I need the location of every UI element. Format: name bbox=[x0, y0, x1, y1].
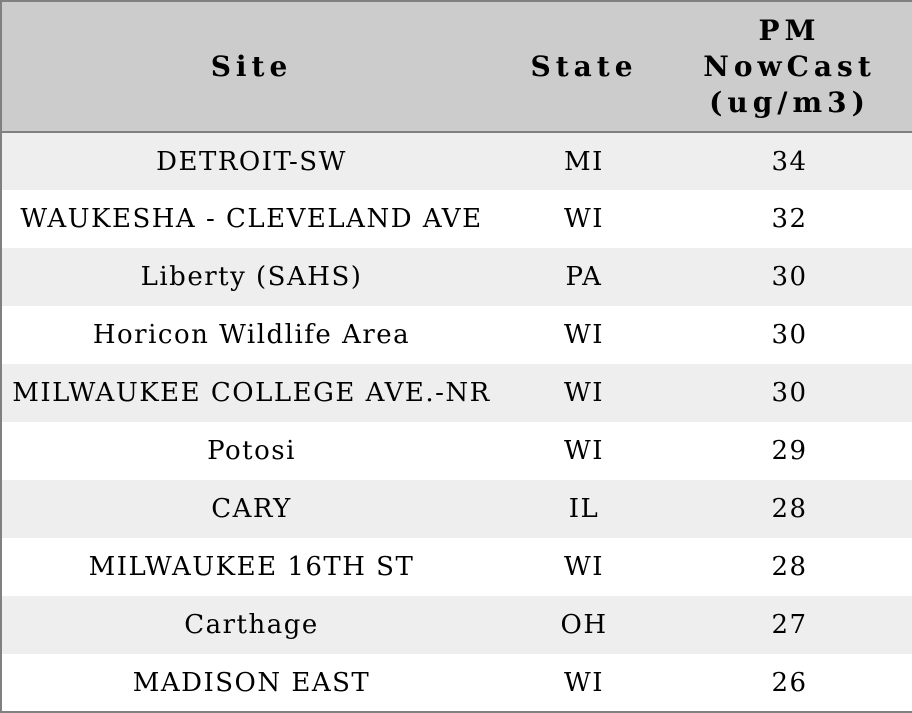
table-row: MADISON EAST WI 26 bbox=[1, 654, 912, 712]
table-row: DETROIT-SW MI 34 bbox=[1, 132, 912, 190]
table-header: Site State PM NowCast (ug/m3) bbox=[1, 1, 912, 133]
cell-pm-nowcast: 30 bbox=[771, 320, 808, 350]
header-row: Site State PM NowCast (ug/m3) bbox=[1, 1, 912, 133]
cell-state: WI bbox=[564, 320, 604, 350]
cell-pm-nowcast: 29 bbox=[771, 436, 808, 466]
cell-pm-nowcast: 30 bbox=[771, 262, 808, 292]
table-row: CARY IL 28 bbox=[1, 480, 912, 538]
cell-site: MILWAUKEE 16TH ST bbox=[88, 552, 415, 582]
table-row: MILWAUKEE COLLEGE AVE.-NR WI 30 bbox=[1, 364, 912, 422]
cell-site: Potosi bbox=[207, 436, 296, 466]
cell-site: WAUKESHA - CLEVELAND AVE bbox=[20, 204, 483, 234]
cell-pm-nowcast: 32 bbox=[771, 204, 808, 234]
column-header-site: Site bbox=[1, 1, 501, 133]
cell-site: Carthage bbox=[184, 610, 319, 640]
column-header-state: State bbox=[501, 1, 667, 133]
cell-state: WI bbox=[564, 667, 604, 698]
cell-state: OH bbox=[560, 610, 608, 640]
table-row: Potosi WI 29 bbox=[1, 422, 912, 480]
cell-pm-nowcast: 28 bbox=[771, 494, 808, 524]
cell-site: MILWAUKEE COLLEGE AVE.-NR bbox=[12, 378, 491, 408]
cell-state: MI bbox=[564, 146, 604, 177]
cell-state: WI bbox=[564, 378, 604, 408]
table-row: WAUKESHA - CLEVELAND AVE WI 32 bbox=[1, 190, 912, 248]
cell-pm-nowcast: 26 bbox=[771, 667, 808, 698]
table-body: DETROIT-SW MI 34 WAUKESHA - CLEVELAND AVE WI… bbox=[1, 132, 912, 712]
cell-pm-nowcast: 30 bbox=[771, 378, 808, 408]
cell-state: IL bbox=[568, 494, 600, 524]
cell-pm-nowcast: 34 bbox=[771, 146, 808, 177]
table-row: MILWAUKEE 16TH ST WI 28 bbox=[1, 538, 912, 596]
cell-site: Liberty (SAHS) bbox=[140, 262, 363, 292]
cell-site: CARY bbox=[211, 494, 292, 524]
cell-state: WI bbox=[564, 436, 604, 466]
cell-state: WI bbox=[564, 204, 604, 234]
table-row: Horicon Wildlife Area WI 30 bbox=[1, 306, 912, 364]
cell-state: PA bbox=[565, 262, 603, 292]
cell-pm-nowcast: 27 bbox=[771, 610, 808, 640]
table-row: Liberty (SAHS) PA 30 bbox=[1, 248, 912, 306]
cell-site: Horicon Wildlife Area bbox=[92, 320, 411, 350]
cell-state: WI bbox=[564, 552, 604, 582]
cell-site: MADISON EAST bbox=[132, 667, 371, 698]
table-row: Carthage OH 27 bbox=[1, 596, 912, 654]
cell-site: DETROIT-SW bbox=[156, 146, 347, 177]
column-header-pm-nowcast: PM NowCast (ug/m3) bbox=[667, 1, 912, 133]
cell-pm-nowcast: 28 bbox=[771, 552, 808, 582]
